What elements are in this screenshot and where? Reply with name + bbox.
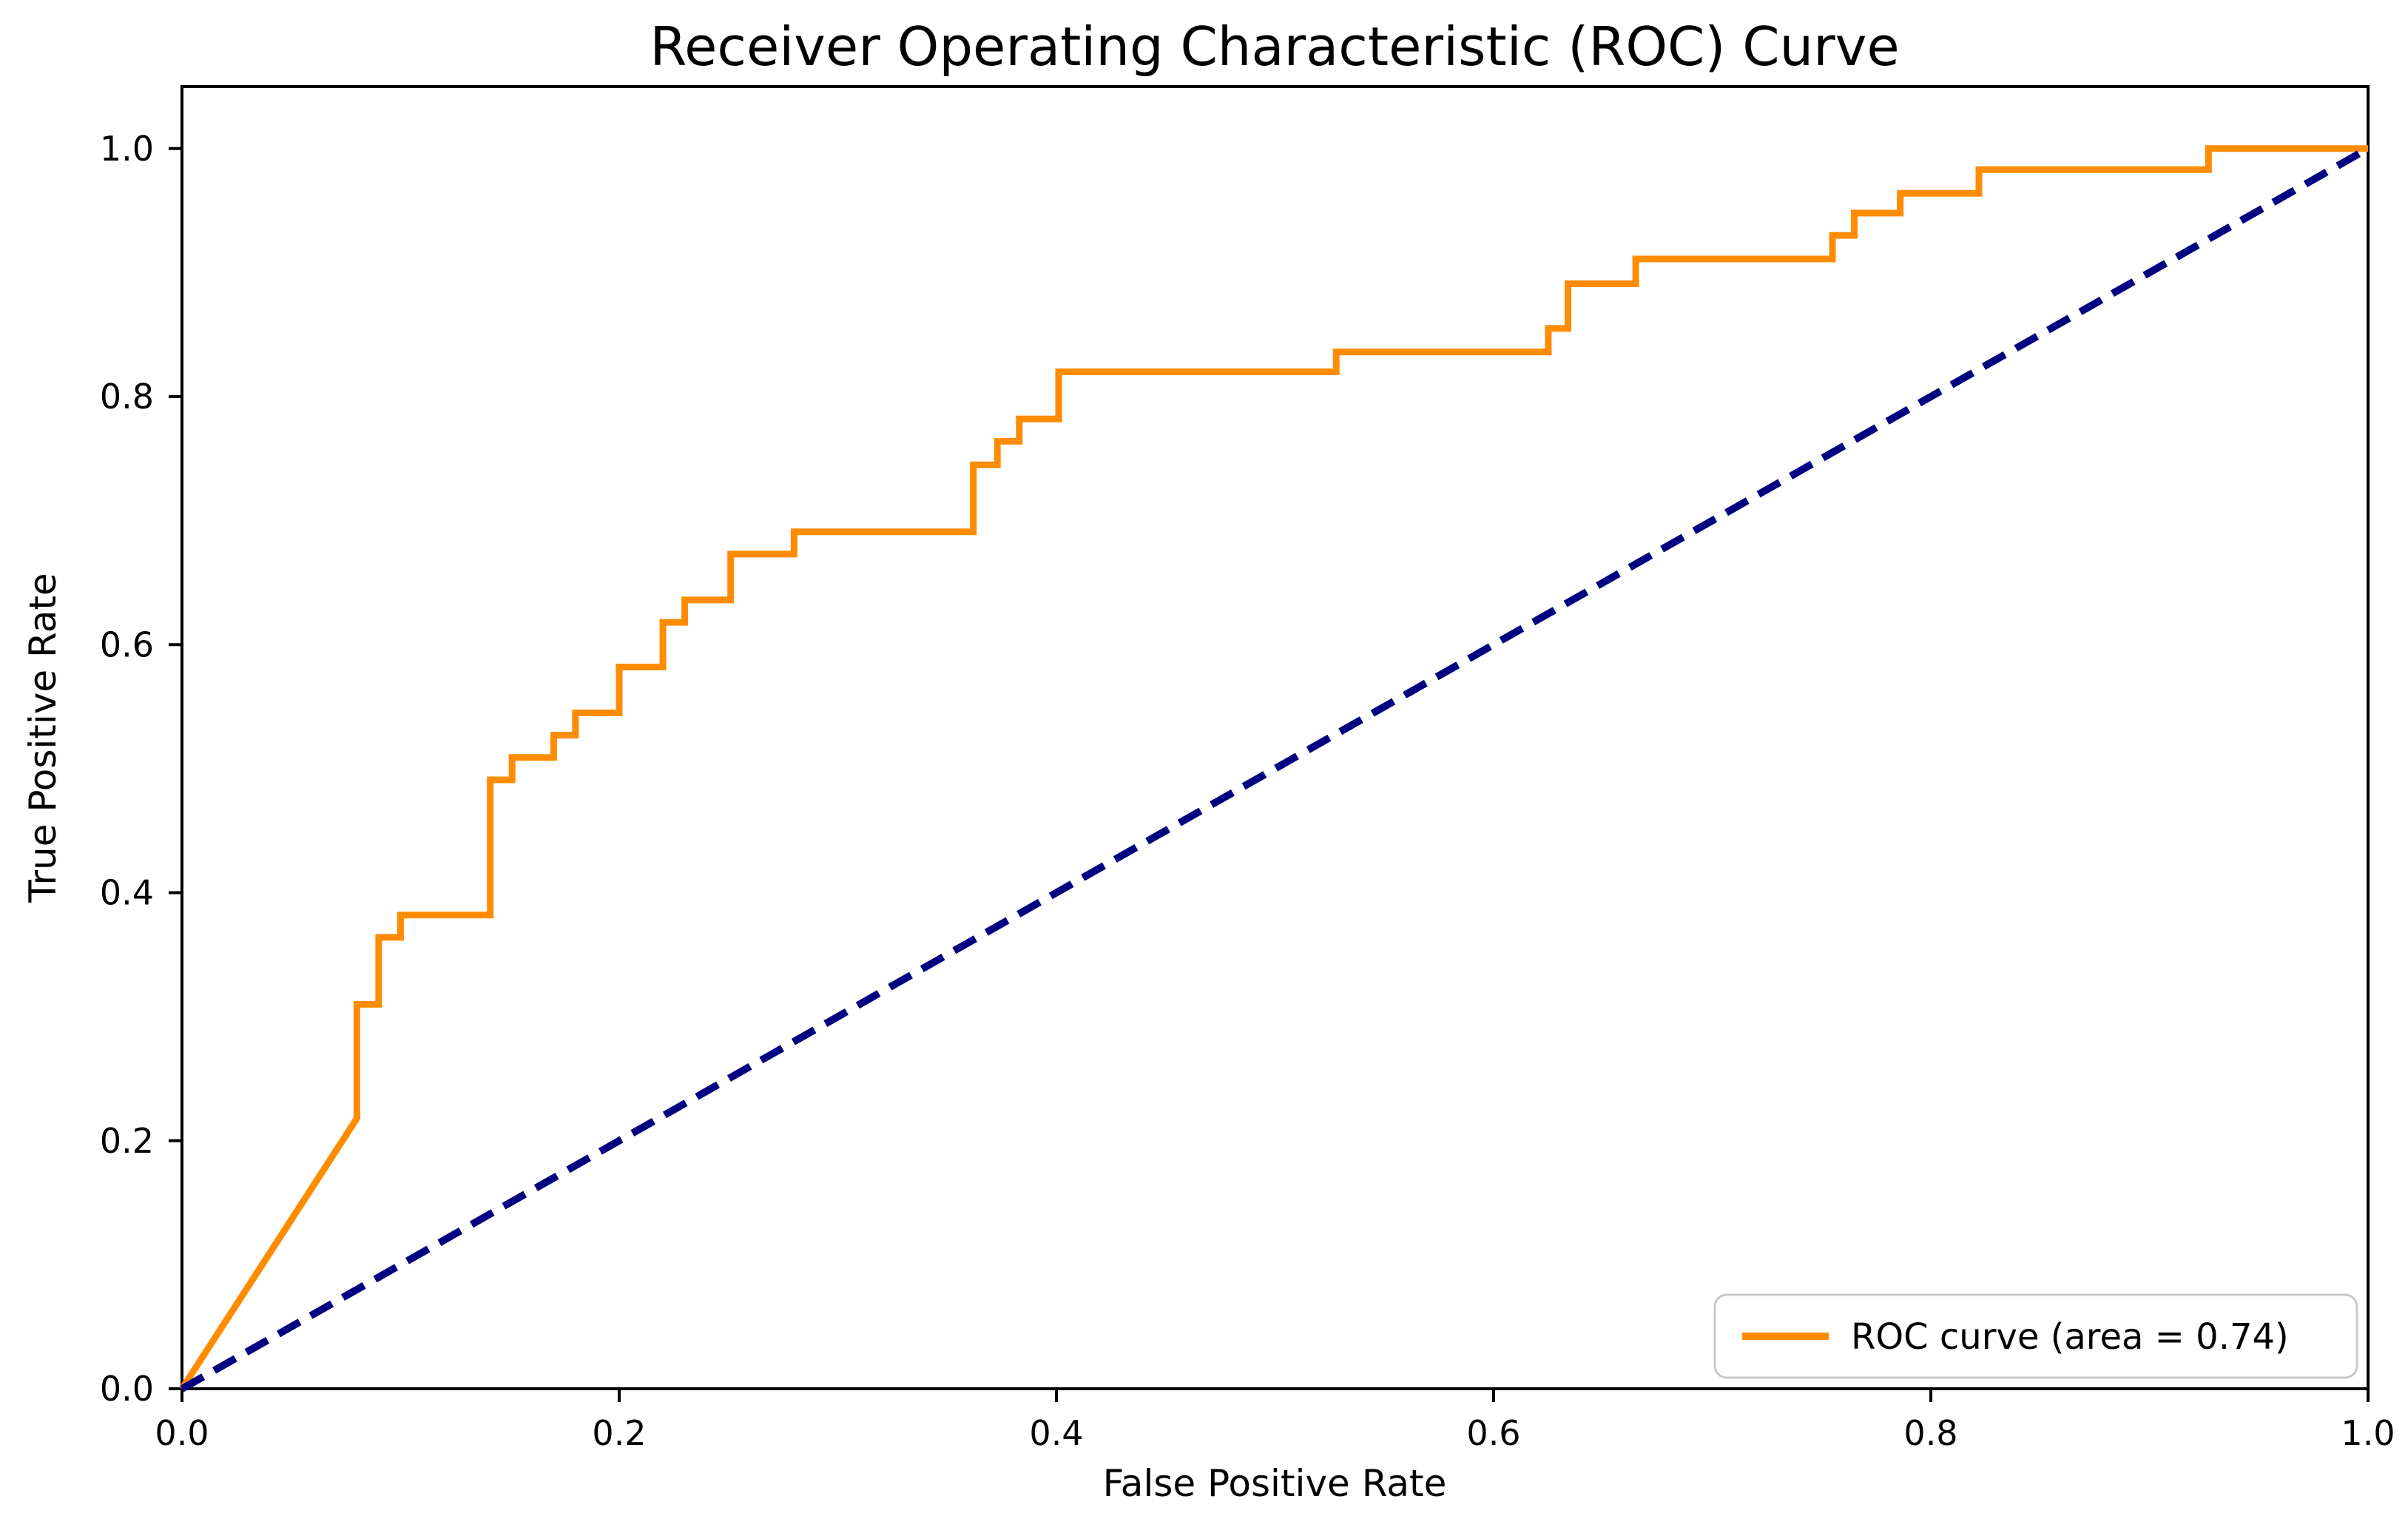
roc-curve-line xyxy=(179,145,2368,1391)
x-tick-label: 0.2 xyxy=(592,1413,646,1453)
chart-title: Receiver Operating Characteristic (ROC) … xyxy=(650,16,1899,78)
x-tick-label: 0.6 xyxy=(1466,1413,1520,1453)
y-tick-label: 0.2 xyxy=(100,1121,154,1161)
x-tick-label: 0.8 xyxy=(1903,1413,1957,1453)
y-axis-label: True Positive Rate xyxy=(21,573,64,903)
x-tick-label: 0.0 xyxy=(155,1413,209,1453)
x-tick-label: 1.0 xyxy=(2341,1413,2395,1453)
plot-border xyxy=(181,85,2370,1390)
y-tick-label: 0.4 xyxy=(100,873,154,913)
x-axis-label: False Positive Rate xyxy=(1103,1462,1447,1505)
series-layer xyxy=(179,145,2370,1392)
y-tick-label: 0.6 xyxy=(100,624,154,664)
y-tick-label: 0.0 xyxy=(100,1369,154,1409)
legend-roc-label: ROC curve (area = 0.74) xyxy=(1851,1316,2289,1358)
chance-diagonal-line xyxy=(180,145,2370,1392)
y-tick-label: 1.0 xyxy=(100,129,154,169)
y-tick-label: 0.8 xyxy=(100,377,154,417)
legend: ROC curve (area = 0.74) xyxy=(1713,1293,2358,1379)
legend-box xyxy=(1713,1293,2358,1379)
ticks-layer: 0.0 0.2 0.4 0.6 0.8 1.0 0.0 0.2 0.4 0.6 0.8 1.0 xyxy=(100,129,2395,1453)
x-tick-label: 0.4 xyxy=(1029,1413,1083,1453)
